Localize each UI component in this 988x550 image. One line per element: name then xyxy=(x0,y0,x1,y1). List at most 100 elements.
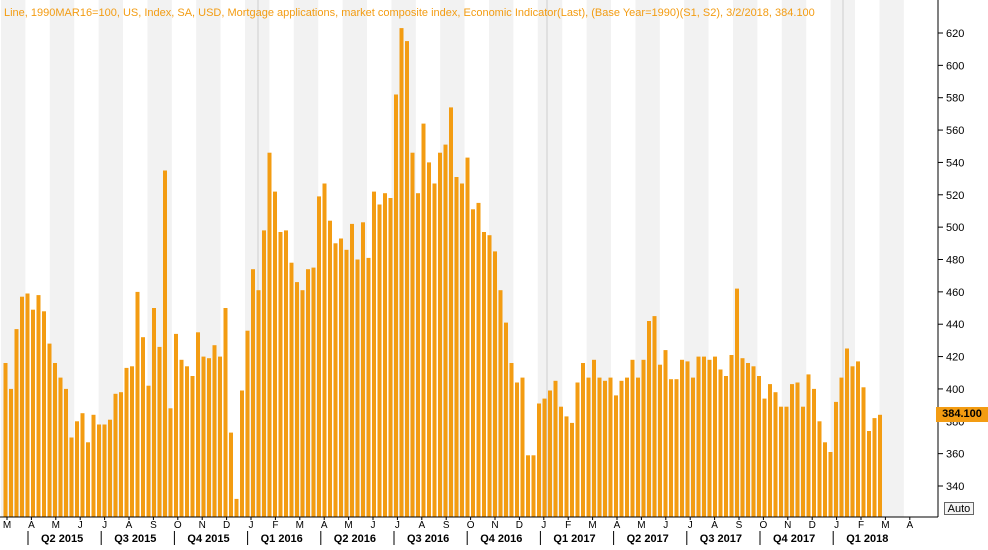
data-bar xyxy=(570,422,574,517)
data-bar xyxy=(707,359,712,517)
data-bar xyxy=(636,377,640,517)
data-bar xyxy=(42,311,46,517)
data-bar xyxy=(410,152,415,517)
x-month-label: D xyxy=(516,520,523,531)
data-bar xyxy=(135,291,140,517)
data-bar xyxy=(465,157,470,517)
x-month-label: A xyxy=(614,520,621,531)
data-bar xyxy=(394,94,398,517)
data-bar xyxy=(256,290,261,517)
data-bar xyxy=(25,293,30,517)
data-bar xyxy=(190,376,195,517)
data-bar xyxy=(278,232,283,517)
data-bar xyxy=(273,191,277,517)
data-bar xyxy=(559,406,563,517)
data-bar xyxy=(592,359,596,517)
data-bar xyxy=(548,390,552,517)
x-month-label: S xyxy=(736,520,743,531)
data-bar xyxy=(801,406,805,517)
x-quarter-label: Q1 2016 xyxy=(261,533,303,545)
data-bar xyxy=(735,288,739,517)
data-bar xyxy=(581,363,585,517)
x-month-label: F xyxy=(858,520,864,531)
data-bar xyxy=(355,259,360,517)
data-bar xyxy=(289,262,294,517)
data-bar xyxy=(207,358,211,517)
data-bar xyxy=(432,183,437,517)
x-quarter-label: Q4 2017 xyxy=(773,533,815,545)
data-bar xyxy=(856,361,860,517)
y-tick-label: 600 xyxy=(946,60,964,72)
data-bar xyxy=(449,107,453,518)
data-bar xyxy=(339,238,343,517)
x-month-label: J xyxy=(371,520,376,531)
data-bar xyxy=(311,267,316,517)
x-month-label: M xyxy=(637,520,645,531)
data-bar xyxy=(317,196,321,517)
data-bar xyxy=(399,28,404,517)
data-bar xyxy=(141,337,145,517)
data-bar xyxy=(295,282,299,517)
y-tick-label: 420 xyxy=(946,352,964,364)
data-bar xyxy=(526,455,530,517)
data-bar xyxy=(14,329,19,517)
data-bar xyxy=(53,363,57,517)
x-quarter-label: Q1 2017 xyxy=(553,533,595,545)
data-bar xyxy=(91,414,96,517)
data-bar xyxy=(174,333,178,517)
data-bar xyxy=(817,421,822,517)
data-bar xyxy=(438,152,442,517)
data-bar xyxy=(201,356,206,517)
data-bar xyxy=(498,290,503,517)
data-bar xyxy=(784,406,789,517)
data-bar xyxy=(729,355,734,517)
data-bar xyxy=(652,316,657,517)
data-bar xyxy=(740,358,745,517)
auto-scale-button[interactable]: Auto xyxy=(944,502,974,515)
y-axis-ticks: 3403603804004204404604805005205405605806… xyxy=(938,28,964,493)
data-bar xyxy=(608,377,613,517)
x-month-label: J xyxy=(541,520,546,531)
data-bar xyxy=(509,363,514,517)
x-month-label: M xyxy=(3,520,11,531)
x-month-label: M xyxy=(52,520,60,531)
data-bar xyxy=(850,366,855,517)
data-bar xyxy=(773,392,778,517)
x-month-label: F xyxy=(272,520,278,531)
data-bar xyxy=(515,382,519,517)
x-quarter-label: Q3 2016 xyxy=(407,533,449,545)
data-bar xyxy=(377,204,382,517)
data-bar xyxy=(443,144,448,517)
data-bar xyxy=(262,230,266,517)
data-bar xyxy=(520,377,525,517)
data-bar xyxy=(196,332,200,517)
x-month-label: J xyxy=(663,520,668,531)
data-bar xyxy=(806,374,811,517)
data-bar xyxy=(185,366,189,517)
y-tick-label: 340 xyxy=(946,481,964,493)
data-bar xyxy=(696,356,701,517)
data-bar xyxy=(163,170,167,517)
data-bar xyxy=(322,183,327,517)
data-bar xyxy=(713,356,717,517)
x-month-label: A xyxy=(418,520,425,531)
data-bar xyxy=(471,209,475,518)
x-month-label: F xyxy=(565,520,571,531)
data-bar xyxy=(267,152,272,517)
data-bar xyxy=(779,406,783,517)
data-bar xyxy=(795,382,800,517)
data-bar xyxy=(845,348,849,517)
y-tick-label: 480 xyxy=(946,255,964,267)
data-bar xyxy=(685,361,690,517)
last-value-label: 384.100 xyxy=(936,407,988,422)
y-tick-label: 540 xyxy=(946,157,964,169)
x-month-label: J xyxy=(78,520,83,531)
y-tick-label: 400 xyxy=(946,384,964,396)
x-month-label: O xyxy=(174,520,182,531)
data-bar xyxy=(97,424,101,517)
data-bar xyxy=(146,385,151,517)
data-bar xyxy=(234,498,239,517)
data-bar xyxy=(9,388,13,517)
x-month-label: J xyxy=(395,520,400,531)
data-bar xyxy=(663,350,668,517)
